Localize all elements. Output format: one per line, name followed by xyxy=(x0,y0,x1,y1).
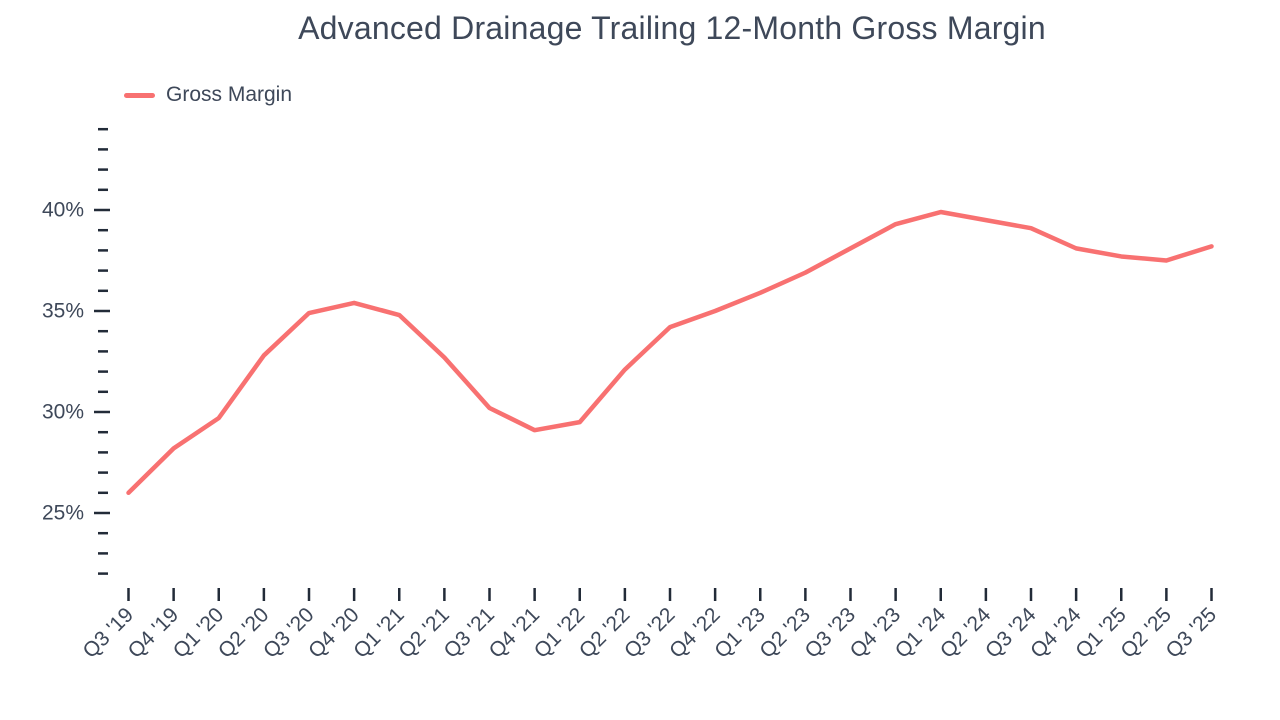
chart-title: Advanced Drainage Trailing 12-Month Gros… xyxy=(298,10,1046,46)
x-axis-tick-label: Q3 '22 xyxy=(620,603,680,663)
x-axis-tick-label: Q4 '22 xyxy=(665,603,725,663)
x-axis-tick-label: Q3 '20 xyxy=(259,603,319,663)
y-axis-tick-label: 35% xyxy=(42,300,84,323)
gross-margin-legend-label[interactable]: Gross Margin xyxy=(166,83,293,106)
x-axis-tick-label: Q4 '19 xyxy=(124,603,184,663)
x-axis-tick-label: Q3 '25 xyxy=(1161,603,1221,663)
x-axis-tick-label: Q4 '20 xyxy=(304,603,364,663)
x-axis-tick-label: Q3 '23 xyxy=(800,603,860,663)
x-axis-tick-label: Q1 '21 xyxy=(349,603,409,663)
y-axis-tick-label: 25% xyxy=(42,502,84,525)
x-axis-tick-label: Q1 '24 xyxy=(891,603,951,663)
x-axis-tick-label: Q1 '23 xyxy=(710,603,770,663)
y-axis-tick-label: 30% xyxy=(42,401,84,424)
x-axis-tick-label: Q1 '20 xyxy=(169,603,229,663)
gross-margin-line xyxy=(126,209,1214,496)
x-axis-tick-label: Q2 '22 xyxy=(575,603,635,663)
x-axis-tick-label: Q2 '24 xyxy=(936,603,996,663)
x-axis-tick-label: Q2 '23 xyxy=(755,603,815,663)
gross-margin-legend-swatch xyxy=(124,92,155,98)
x-axis-tick-label: Q4 '21 xyxy=(485,603,545,663)
y-axis-tick-label: 40% xyxy=(42,199,84,222)
x-axis-tick-label: Q1 '22 xyxy=(530,603,590,663)
x-axis-tick-label: Q4 '23 xyxy=(846,603,906,663)
x-axis-tick-label: Q3 '21 xyxy=(439,603,499,663)
x-axis-tick-label: Q2 '21 xyxy=(394,603,454,663)
x-axis-tick-label: Q2 '25 xyxy=(1116,603,1176,663)
x-axis-tick-label: Q4 '24 xyxy=(1026,603,1086,663)
x-axis-tick-label: Q2 '20 xyxy=(214,603,274,663)
x-axis-tick-label: Q3 '24 xyxy=(981,603,1041,663)
legend: Gross Margin xyxy=(124,83,292,107)
x-axis-tick-label: Q1 '25 xyxy=(1071,603,1131,663)
x-axis-tick-label: Q3 '19 xyxy=(78,603,138,663)
